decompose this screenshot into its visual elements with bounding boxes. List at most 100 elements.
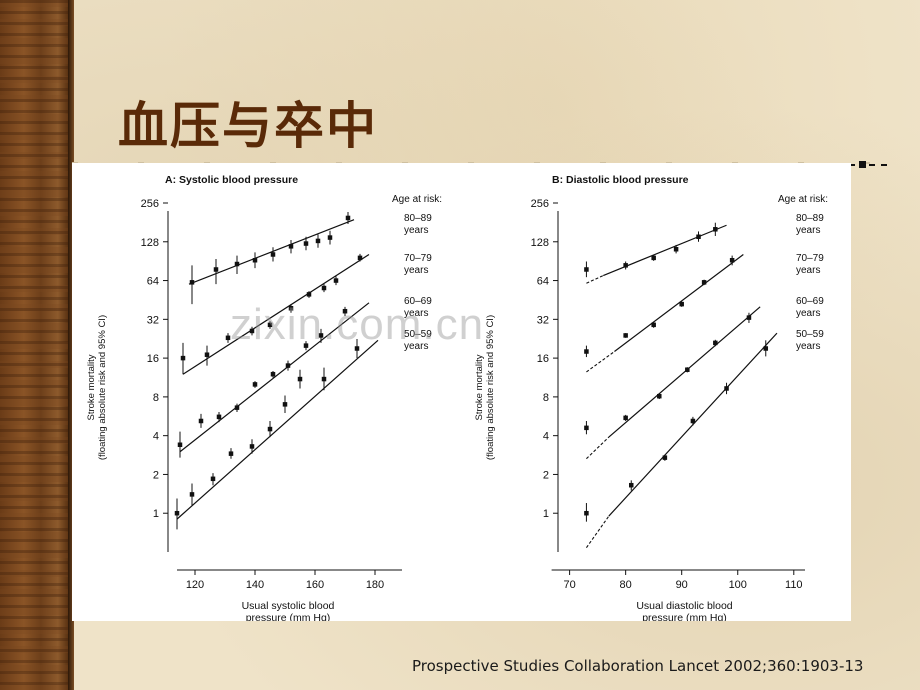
series-label: years — [796, 341, 820, 352]
series-label: years — [404, 341, 428, 352]
data-point — [315, 238, 321, 244]
data-point — [746, 315, 752, 320]
series-label: years — [404, 225, 428, 236]
data-point — [306, 292, 312, 297]
stroke-mortality-figure: A: Systolic blood pressure12481632641282… — [86, 174, 828, 624]
data-point — [174, 510, 180, 516]
data-point — [270, 252, 276, 257]
data-point — [673, 246, 679, 252]
data-point — [724, 386, 729, 391]
y-tick-label: 8 — [543, 392, 549, 404]
series-label: years — [404, 265, 428, 276]
y-tick-label: 128 — [141, 237, 159, 249]
panel-title: A: Systolic blood pressure — [165, 174, 298, 186]
data-point — [267, 322, 273, 328]
regression-line — [603, 224, 727, 277]
data-point — [282, 402, 288, 407]
y-tick-label: 64 — [537, 276, 549, 288]
decorative-square-icon — [859, 161, 866, 168]
data-point — [204, 352, 210, 357]
data-point — [623, 263, 628, 268]
data-point — [177, 442, 183, 448]
data-point — [318, 333, 324, 338]
y-tick-label: 256 — [531, 198, 549, 210]
data-point — [270, 371, 276, 377]
data-point — [662, 455, 668, 460]
y-tick-label: 16 — [147, 353, 159, 365]
regression-line — [608, 306, 761, 438]
data-point — [345, 215, 351, 221]
regression-line — [176, 339, 379, 520]
data-point — [584, 267, 589, 272]
legend-title: Age at risk: — [778, 194, 828, 205]
panel-title: B: Diastolic blood pressure — [552, 174, 689, 186]
x-tick-label: 80 — [620, 579, 632, 591]
data-point — [321, 376, 327, 382]
citation: Prospective Studies Collaboration Lancet… — [412, 657, 864, 675]
data-point — [713, 340, 718, 346]
data-point — [249, 444, 255, 449]
y-axis-label: Stroke mortality — [474, 354, 485, 420]
series-label: years — [796, 265, 820, 276]
data-point — [701, 280, 707, 285]
x-tick-label: 180 — [366, 579, 384, 591]
decorative-dash — [881, 164, 887, 166]
data-point — [357, 255, 363, 261]
data-point — [321, 285, 327, 291]
data-point — [303, 241, 309, 246]
y-tick-label: 2 — [543, 469, 549, 481]
data-point — [651, 255, 656, 261]
data-point — [297, 376, 303, 382]
data-point — [342, 308, 348, 314]
x-tick-label: 120 — [186, 579, 204, 591]
x-axis-label: Usual systolic blood — [242, 600, 335, 612]
regression-line — [179, 302, 370, 453]
series-label: years — [796, 225, 820, 236]
wood-sidebar — [0, 0, 68, 690]
data-point — [213, 267, 219, 272]
x-tick-label: 90 — [676, 579, 688, 591]
data-point — [180, 355, 186, 361]
data-point — [234, 261, 240, 267]
data-point — [228, 451, 234, 456]
data-point — [198, 418, 204, 424]
extrapolation-line — [586, 351, 615, 373]
slide-title: 血压与卒中 — [118, 97, 378, 155]
data-point — [189, 280, 195, 285]
data-point — [690, 418, 696, 424]
y-tick-label: 4 — [153, 431, 159, 443]
data-point — [713, 227, 718, 232]
regression-line — [188, 219, 355, 285]
x-tick-label: 100 — [729, 579, 747, 591]
y-tick-label: 1 — [543, 508, 549, 520]
data-point — [189, 492, 195, 497]
extrapolation-line — [586, 436, 610, 460]
data-point — [303, 343, 309, 348]
x-tick-label: 110 — [785, 579, 803, 591]
data-point — [225, 335, 231, 341]
series-label: 50–59 — [796, 329, 824, 340]
panel-systolic: A: Systolic blood pressure 1 2 4 8 16 32 64 128 2… — [86, 174, 442, 624]
data-point — [210, 476, 216, 482]
extrapolation-line — [586, 275, 604, 284]
regression-line — [182, 253, 370, 375]
data-point — [584, 510, 589, 516]
series-label: 70–79 — [796, 253, 824, 264]
data-point — [252, 258, 258, 263]
series-label: 60–69 — [404, 296, 432, 307]
data-point — [234, 405, 240, 410]
y-tick-label: 16 — [537, 353, 549, 365]
x-tick-label: 70 — [563, 579, 575, 591]
y-tick-label: 128 — [531, 237, 549, 249]
y-tick-label: 256 — [141, 198, 159, 210]
legend-title: Age at risk: — [392, 194, 442, 205]
data-point — [584, 349, 589, 354]
data-point — [327, 235, 333, 240]
x-axis-label: Usual diastolic blood — [636, 600, 732, 612]
data-point — [267, 426, 273, 432]
data-point — [657, 393, 662, 399]
y-axis-label: (floating absolute risk and 95% CI) — [97, 315, 108, 460]
y-tick-label: 8 — [153, 392, 159, 404]
series-label: 80–89 — [796, 213, 824, 224]
data-point — [249, 328, 255, 334]
